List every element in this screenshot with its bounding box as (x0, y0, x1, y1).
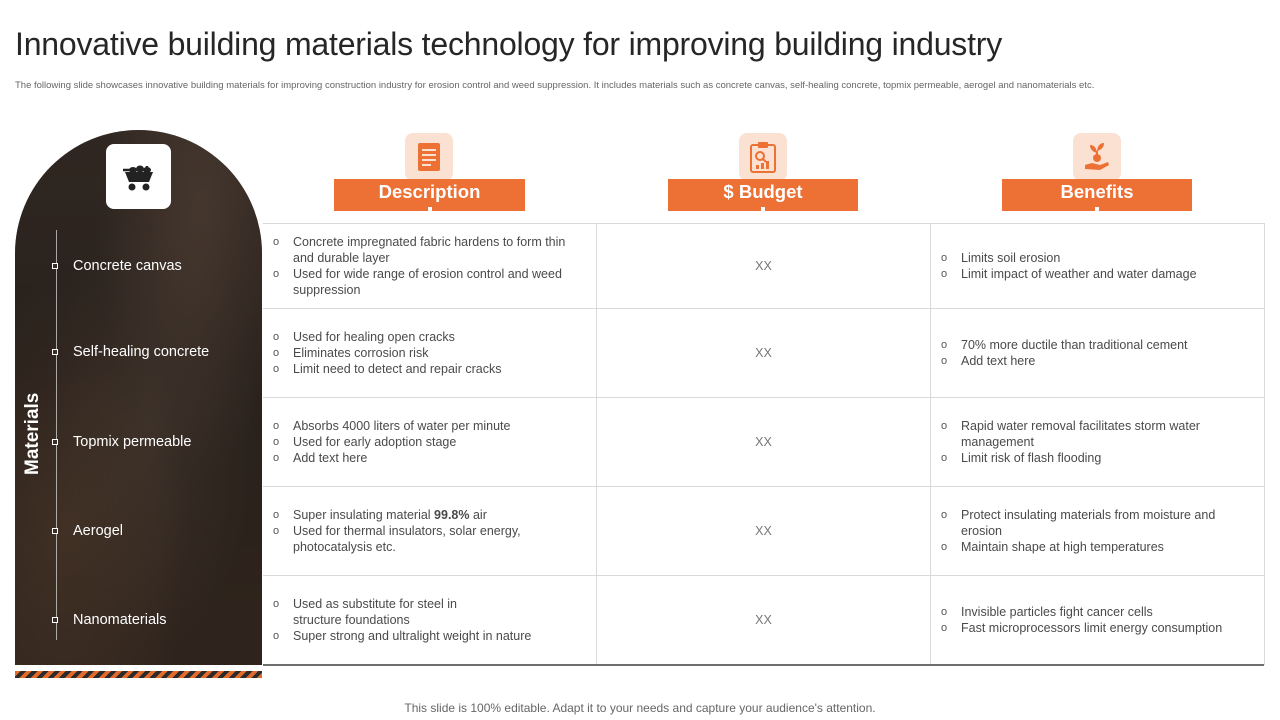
material-label: Nanomaterials (73, 612, 167, 628)
list-item-text: air (469, 508, 487, 522)
list-item: Maintain shape at high temperatures (941, 539, 1221, 555)
material-item: Concrete canvas (52, 258, 182, 274)
column-header-budget: $ Budget (668, 179, 858, 211)
list-item: Invisible particles fight cancer cells (941, 604, 1222, 620)
benefits-cell: Invisible particles fight cancer cells F… (931, 576, 1264, 664)
bullet-list: Invisible particles fight cancer cells F… (941, 604, 1222, 636)
list-item: Limit need to detect and repair cracks (273, 361, 501, 377)
list-item: Absorbs 4000 liters of water per minute (273, 418, 510, 434)
budget-cell: XX (597, 487, 931, 575)
header-marker (761, 207, 765, 211)
budget-cell: XX (597, 224, 931, 308)
table-row: Absorbs 4000 liters of water per minute … (263, 398, 1264, 487)
list-item: Used for healing open cracks (273, 329, 501, 345)
list-item: Used as substitute for steel in structur… (273, 596, 473, 628)
list-item: Fast microprocessors limit energy consum… (941, 620, 1222, 636)
list-item-text: Super insulating material (293, 508, 435, 522)
bullet-list: 70% more ductile than traditional cement… (941, 337, 1188, 369)
benefits-cell: Rapid water removal facilitates storm wa… (931, 398, 1264, 486)
table-row: Super insulating material 99.8% air Used… (263, 487, 1264, 576)
bullet-list: Rapid water removal facilitates storm wa… (941, 418, 1201, 466)
bullet-list: Protect insulating materials from moistu… (941, 507, 1221, 555)
bullet-list: Used as substitute for steel in structur… (273, 596, 558, 644)
column-header-label: Benefits (1060, 181, 1134, 202)
benefits-cell: Protect insulating materials from moistu… (931, 487, 1264, 575)
bullet-marker (52, 439, 58, 445)
benefits-cell: Limits soil erosion Limit impact of weat… (931, 224, 1264, 308)
bullet-list: Super insulating material 99.8% air Used… (273, 507, 553, 555)
table-row: Used for healing open cracks Eliminates … (263, 309, 1264, 398)
list-item: 70% more ductile than traditional cement (941, 337, 1188, 353)
table-row: Concrete impregnated fabric hardens to f… (263, 224, 1264, 309)
list-item: Used for wide range of erosion control a… (273, 266, 573, 298)
highlight-value: 99.8% (434, 508, 470, 522)
budget-cell: XX (597, 576, 931, 664)
material-item: Self-healing concrete (52, 344, 209, 360)
description-cell: Used as substitute for steel in structur… (263, 576, 597, 664)
bullet-marker (52, 528, 58, 534)
material-item: Topmix permeable (52, 434, 191, 450)
material-label: Aerogel (73, 523, 123, 539)
list-item: Add text here (273, 450, 510, 466)
materials-table: Concrete impregnated fabric hardens to f… (263, 223, 1265, 666)
bullet-marker (52, 349, 58, 355)
materials-photo-panel: Concrete canvas Self-healing concrete To… (15, 130, 262, 665)
description-cell: Super insulating material 99.8% air Used… (263, 487, 597, 575)
column-header-description: Description (334, 179, 525, 211)
list-item: Limits soil erosion (941, 250, 1197, 266)
list-item: Rapid water removal facilitates storm wa… (941, 418, 1201, 450)
header-marker (427, 207, 432, 211)
list-item: Protect insulating materials from moistu… (941, 507, 1221, 539)
budget-cell: XX (597, 398, 931, 486)
list-item: Super insulating material 99.8% air (273, 507, 553, 523)
description-cell: Used for healing open cracks Eliminates … (263, 309, 597, 397)
slide-subtitle: The following slide showcases innovative… (15, 80, 1095, 91)
materials-vertical-label: Materials (22, 392, 43, 475)
material-label: Self-healing concrete (73, 344, 210, 360)
list-item: Eliminates corrosion risk (273, 345, 501, 361)
list-item: Add text here (941, 353, 1188, 369)
list-item: Used for early adoption stage (273, 434, 510, 450)
bullet-list: Used for healing open cracks Eliminates … (273, 329, 501, 377)
hazard-stripe (15, 671, 262, 678)
table-row: Used as substitute for steel in structur… (263, 576, 1264, 666)
list-item: Used for thermal insulators, solar energ… (273, 523, 553, 555)
column-header-label: $ Budget (723, 181, 803, 202)
budget-cell: XX (597, 309, 931, 397)
material-label: Topmix permeable (73, 434, 192, 450)
timeline-line (56, 230, 57, 640)
bullet-marker (52, 617, 58, 623)
document-icon (405, 133, 453, 181)
header-marker (1095, 207, 1099, 211)
bullet-marker (52, 263, 58, 269)
benefits-cell: 70% more ductile than traditional cement… (931, 309, 1264, 397)
slide-title: Innovative building materials technology… (15, 26, 1003, 62)
list-item: Concrete impregnated fabric hardens to f… (273, 234, 573, 266)
bullet-list: Absorbs 4000 liters of water per minute … (273, 418, 510, 466)
description-cell: Concrete impregnated fabric hardens to f… (263, 224, 597, 308)
bullet-list: Concrete impregnated fabric hardens to f… (273, 234, 573, 298)
clipboard-chart-icon (739, 133, 787, 181)
column-header-benefits: Benefits (1002, 179, 1192, 211)
material-item: Nanomaterials (52, 612, 167, 628)
list-item: Limit impact of weather and water damage (941, 266, 1197, 282)
wheelbarrow-icon (106, 144, 171, 209)
material-label: Concrete canvas (73, 258, 182, 274)
list-item: Super strong and ultralight weight in na… (273, 628, 558, 644)
bullet-list: Limits soil erosion Limit impact of weat… (941, 250, 1197, 282)
material-item: Aerogel (52, 523, 123, 539)
money-plant-hand-icon (1073, 133, 1121, 181)
column-header-label: Description (378, 181, 481, 202)
description-cell: Absorbs 4000 liters of water per minute … (263, 398, 597, 486)
footer-note: This slide is 100% editable. Adapt it to… (404, 701, 876, 715)
list-item: Limit risk of flash flooding (941, 450, 1201, 466)
